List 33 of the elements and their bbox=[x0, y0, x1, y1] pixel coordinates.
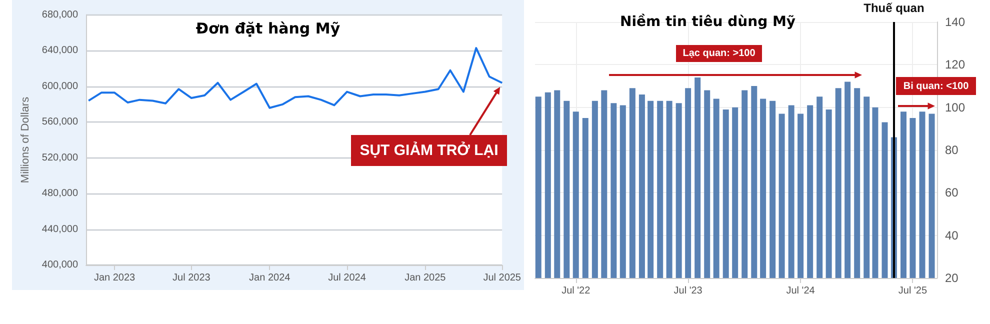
y-tick-label: 40 bbox=[945, 228, 959, 242]
chart-title: Niềm tin tiêu dùng Mỹ bbox=[620, 13, 796, 30]
x-tick-label: Jul '23 bbox=[674, 286, 703, 296]
annotation: SỤT GIẢM TRỞ LẠI bbox=[351, 135, 507, 166]
y-tick-label: 100 bbox=[945, 100, 966, 114]
y-tick-label: 400,000 bbox=[42, 260, 78, 270]
chart-title: Đơn đặt hàng Mỹ bbox=[196, 20, 340, 38]
y-tick-label: 560,000 bbox=[42, 116, 78, 128]
x-tick-label: Jul 2025 bbox=[483, 272, 522, 284]
y-tick-label: 80 bbox=[945, 143, 959, 157]
x-tick-label: Jul 2024 bbox=[328, 272, 366, 284]
x-tick-label: Jul '25 bbox=[898, 286, 928, 296]
x-tick-label: Jan 2024 bbox=[249, 272, 291, 284]
ref-line-label: Thuế quan bbox=[864, 1, 924, 15]
y-tick-label: 640,000 bbox=[42, 45, 78, 56]
x-tick-label: Jan 2023 bbox=[94, 272, 136, 284]
annotation: Bi quan: <100 bbox=[896, 77, 976, 95]
annotation: Lạc quan: >100 bbox=[676, 45, 762, 62]
y-tick-label: 20 bbox=[945, 271, 959, 285]
y-tick-label: 480,000 bbox=[42, 188, 78, 200]
y-tick-label: 440,000 bbox=[42, 224, 78, 235]
y-tick-label: 520,000 bbox=[42, 152, 78, 164]
y-tick-label: 680,000 bbox=[42, 10, 78, 20]
x-tick-label: Jul 2023 bbox=[172, 272, 211, 284]
x-tick-label: Jul '24 bbox=[786, 286, 816, 296]
x-tick-label: Jul '22 bbox=[562, 286, 591, 296]
line-series bbox=[88, 47, 504, 109]
x-tick-label: Jan 2025 bbox=[404, 272, 446, 284]
y-tick-label: 600,000 bbox=[42, 80, 78, 92]
y-tick-label: 120 bbox=[945, 58, 966, 72]
y-tick-label: 140 bbox=[945, 15, 966, 29]
y-axis-title: Millions of Dollars bbox=[20, 96, 32, 184]
y-tick-label: 60 bbox=[945, 186, 959, 200]
